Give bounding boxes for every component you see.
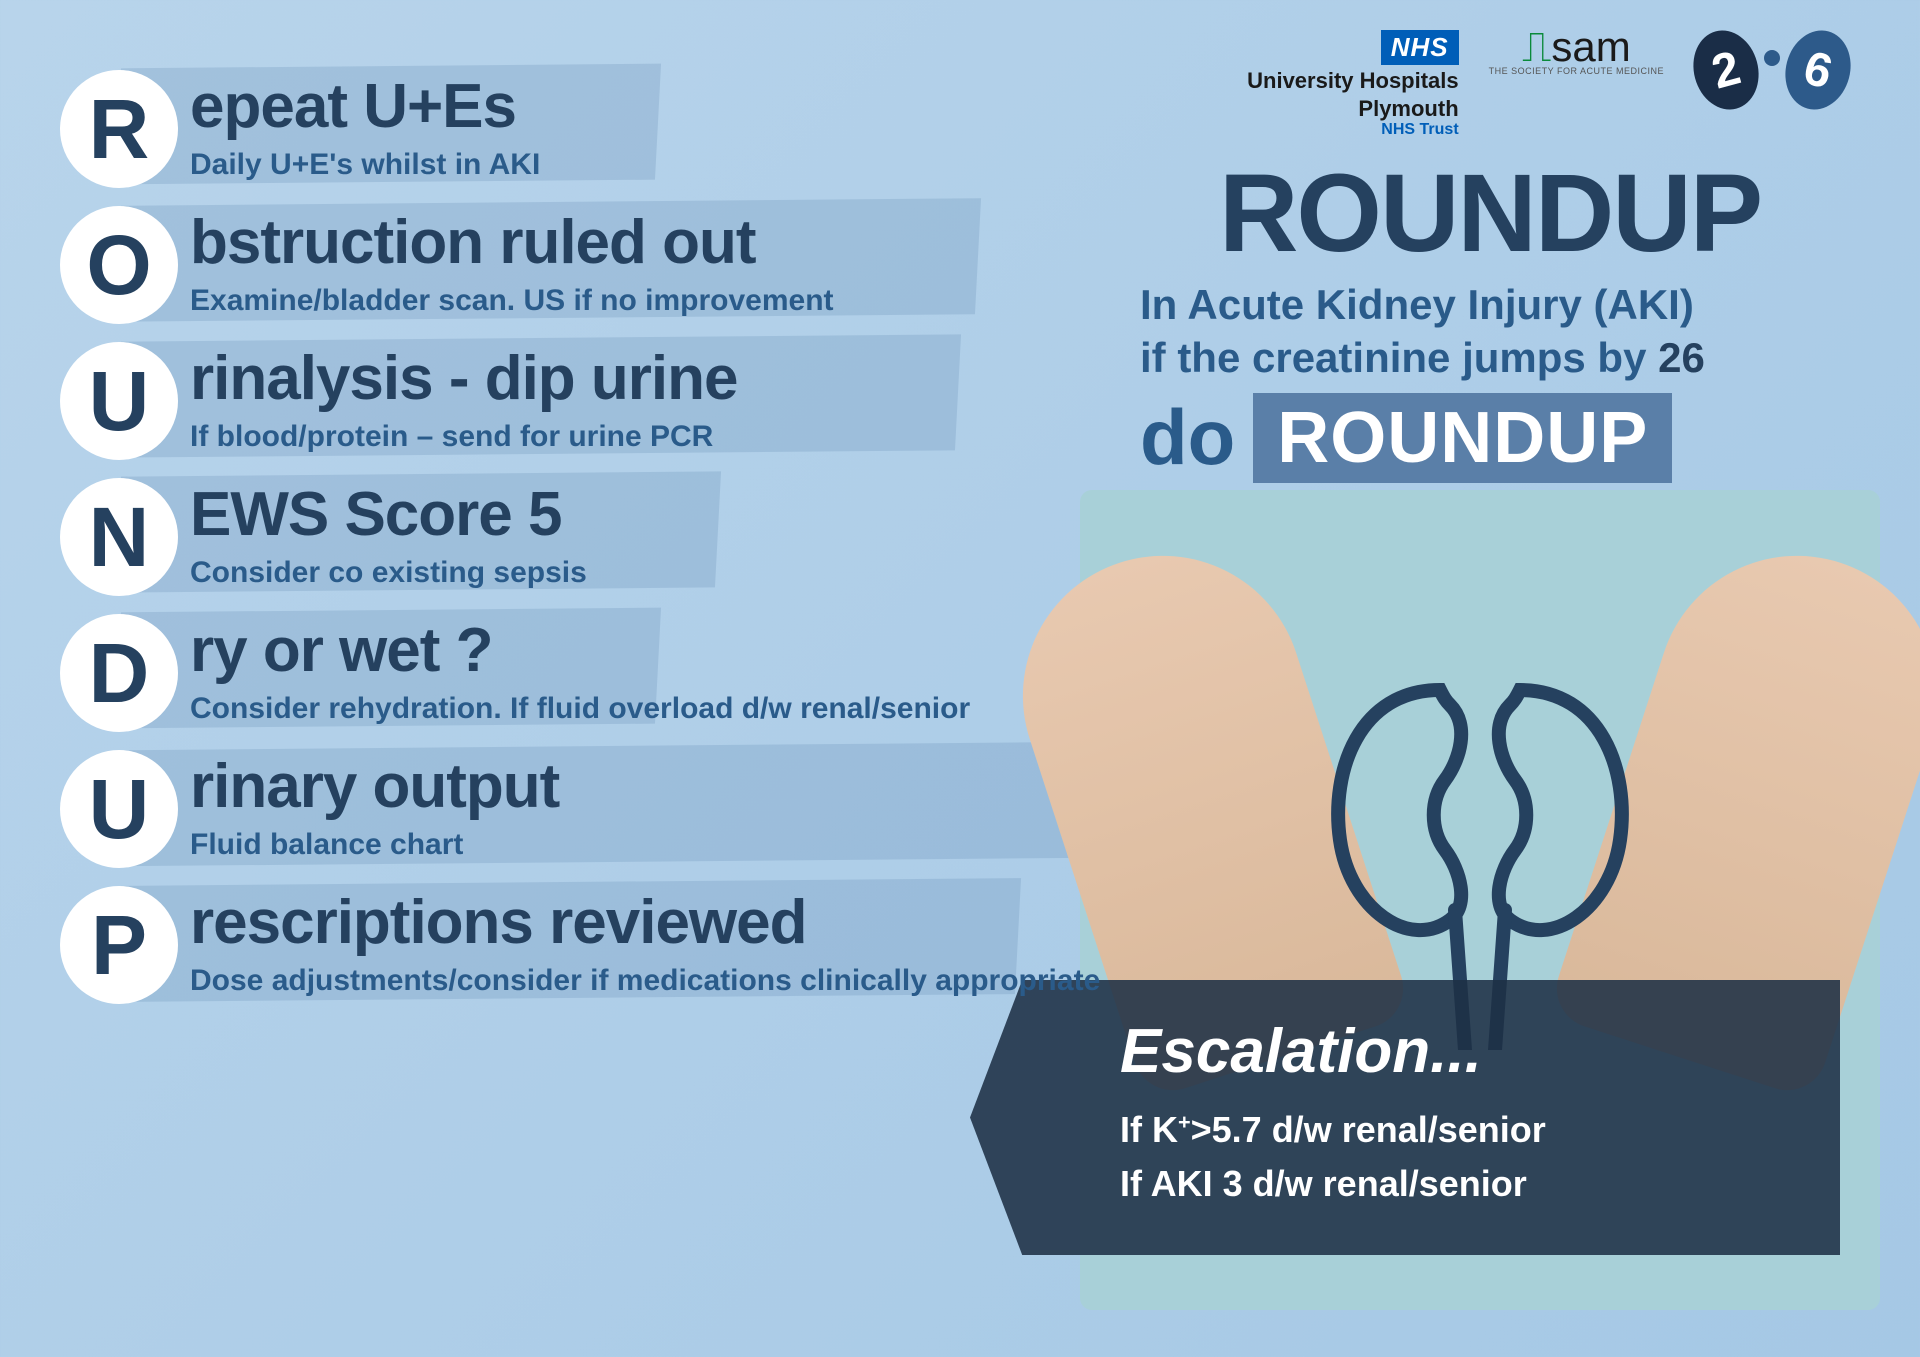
letter-circle: N xyxy=(60,478,178,596)
sam-logo: ⎍sam THE SOCIETY FOR ACUTE MEDICINE xyxy=(1489,30,1664,76)
tagline-l2-pre: if the creatinine jumps by xyxy=(1140,334,1658,381)
nhs-logo: NHS University Hospitals Plymouth NHS Tr… xyxy=(1247,30,1459,139)
letter-circle: D xyxy=(60,614,178,732)
nhs-line1: University Hospitals xyxy=(1247,69,1459,93)
esc-l1-sup: + xyxy=(1178,1109,1191,1134)
row-U2: U rinary output Fluid balance chart xyxy=(60,750,1110,868)
letter: P xyxy=(91,897,147,994)
row-sub: Daily U+E's whilst in AKI xyxy=(190,148,1110,182)
row-sub: Consider rehydration. If fluid overload … xyxy=(190,692,1110,726)
escalation-line2: If AKI 3 d/w renal/senior xyxy=(1120,1157,1780,1211)
row-body: ry or wet ? Consider rehydration. If flu… xyxy=(178,614,1110,732)
header-column: NHS University Hospitals Plymouth NHS Tr… xyxy=(1100,30,1880,483)
row-O: O bstruction ruled out Examine/bladder s… xyxy=(60,206,1110,324)
row-N: N EWS Score 5 Consider co existing sepsi… xyxy=(60,478,1110,596)
row-title: rescriptions reviewed xyxy=(190,886,1110,954)
row-body: bstruction ruled out Examine/bladder sca… xyxy=(178,206,1110,324)
roundup-box: ROUNDUP xyxy=(1253,393,1672,483)
row-P: P rescriptions reviewed Dose adjustments… xyxy=(60,886,1110,1004)
letter-circle: R xyxy=(60,70,178,188)
row-sub: If blood/protein – send for urine PCR xyxy=(190,420,1110,454)
row-title: bstruction ruled out xyxy=(190,206,1110,274)
row-sub: Examine/bladder scan. US if no improveme… xyxy=(190,284,1110,318)
logo-row: NHS University Hospitals Plymouth NHS Tr… xyxy=(1100,30,1880,139)
letter-circle: P xyxy=(60,886,178,1004)
row-body: epeat U+Es Daily U+E's whilst in AKI xyxy=(178,70,1110,188)
nhs-line2: Plymouth xyxy=(1247,97,1459,121)
row-sub: Consider co existing sepsis xyxy=(190,556,1110,590)
row-sub: Fluid balance chart xyxy=(190,828,1110,862)
esc-l1-pre: If K xyxy=(1120,1109,1178,1150)
k26-dot xyxy=(1764,50,1780,66)
row-D: D ry or wet ? Consider rehydration. If f… xyxy=(60,614,1110,732)
row-body: rinalysis - dip urine If blood/protein –… xyxy=(178,342,1110,460)
letter: D xyxy=(89,625,150,722)
letter-circle: U xyxy=(60,750,178,868)
pulse-icon: ⎍ xyxy=(1522,23,1551,70)
row-title: rinalysis - dip urine xyxy=(190,342,1110,410)
row-title: ry or wet ? xyxy=(190,614,1110,682)
k26-left: 2 xyxy=(1685,23,1768,117)
letter: U xyxy=(89,353,150,450)
do-roundup: do ROUNDUP xyxy=(1100,392,1880,483)
letter: N xyxy=(89,489,150,586)
sam-sub: THE SOCIETY FOR ACUTE MEDICINE xyxy=(1489,66,1664,76)
tagline: In Acute Kidney Injury (AKI) if the crea… xyxy=(1100,279,1880,384)
hands-area: Escalation... If K+>5.7 d/w renal/senior… xyxy=(1080,490,1880,1310)
nhs-badge: NHS xyxy=(1381,30,1459,65)
k26-right: 6 xyxy=(1777,23,1860,117)
row-sub: Dose adjustments/consider if medications… xyxy=(190,964,1110,998)
tagline-l1: In Acute Kidney Injury (AKI) xyxy=(1140,281,1694,328)
escalation-title: Escalation... xyxy=(1120,1016,1780,1087)
row-body: EWS Score 5 Consider co existing sepsis xyxy=(178,478,1110,596)
do-text: do xyxy=(1140,392,1235,483)
letter: O xyxy=(86,217,151,314)
row-body: rescriptions reviewed Dose adjustments/c… xyxy=(178,886,1110,1004)
sam-name: sam xyxy=(1551,23,1630,70)
kidney-26-icon: 2 6 xyxy=(1694,30,1850,110)
row-title: rinary output xyxy=(190,750,1110,818)
letter-circle: U xyxy=(60,342,178,460)
letter-circle: O xyxy=(60,206,178,324)
row-U1: U rinalysis - dip urine If blood/protein… xyxy=(60,342,1110,460)
row-R: R epeat U+Es Daily U+E's whilst in AKI xyxy=(60,70,1110,188)
escalation-line1: If K+>5.7 d/w renal/senior xyxy=(1120,1103,1780,1157)
row-title: epeat U+Es xyxy=(190,70,1110,138)
escalation-box: Escalation... If K+>5.7 d/w renal/senior… xyxy=(970,980,1840,1255)
row-body: rinary output Fluid balance chart xyxy=(178,750,1110,868)
letter: U xyxy=(89,761,150,858)
main-title: ROUNDUP xyxy=(1100,159,1880,269)
acrostic-column: R epeat U+Es Daily U+E's whilst in AKI O… xyxy=(60,70,1110,1022)
nhs-trust: NHS Trust xyxy=(1247,121,1459,139)
esc-l1-post: >5.7 d/w renal/senior xyxy=(1191,1109,1546,1150)
row-title: EWS Score 5 xyxy=(190,478,1110,546)
tagline-26: 26 xyxy=(1658,334,1705,381)
letter: R xyxy=(89,81,150,178)
